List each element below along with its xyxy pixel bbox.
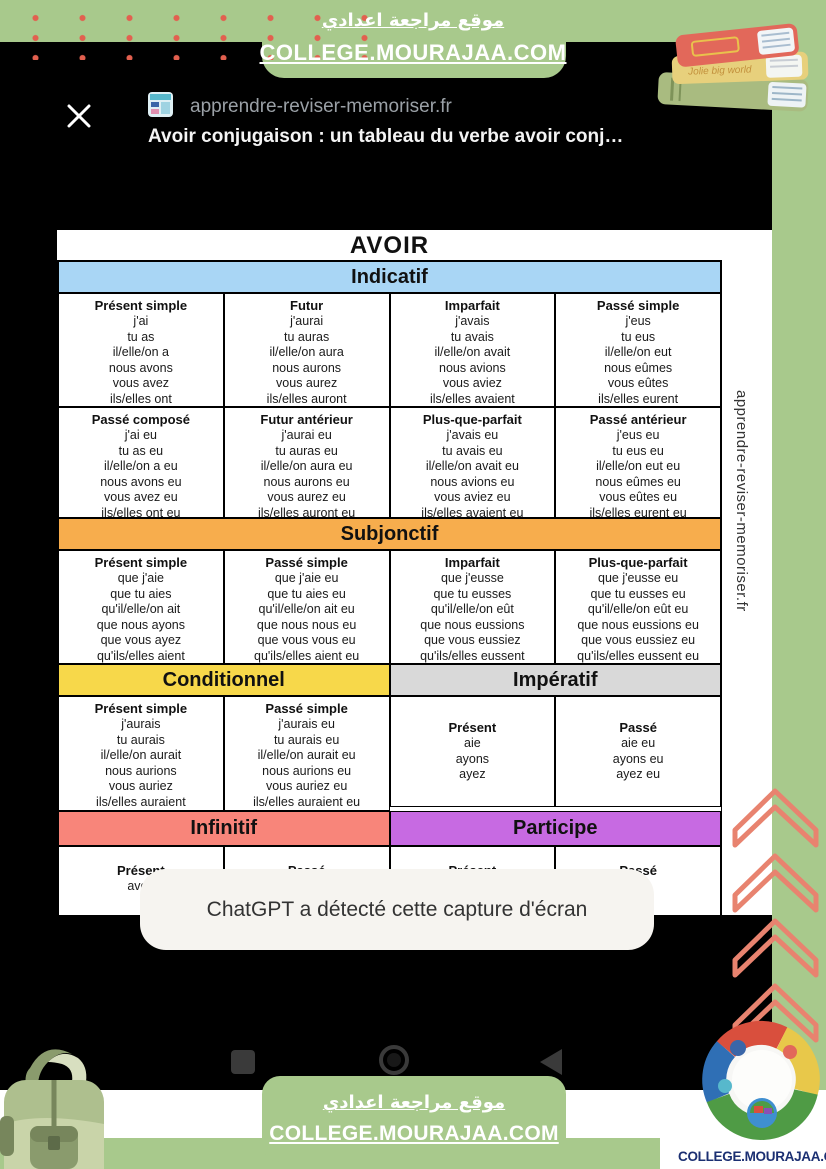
chevron-up-icons [732,788,819,1043]
footer-tab: موقع مراجعة اعدادي COLLEGE.MOURAJAA.COM [262,1076,566,1162]
section-header-participe: Participe [389,811,721,846]
conjugation-cell: Futur antérieur j'aurai eu tu auras eu i… [223,407,390,518]
logo-text: COLLEGE.MOURAJAA.COM [678,1149,826,1164]
browser-page-title[interactable]: Avoir conjugaison : un tableau du verbe … [148,126,624,147]
table-row: Conditionnel Impératif [58,664,721,696]
conjugation-cell: Passé aie eu ayons eu ayez eu [555,696,721,807]
site-watermark-vertical: apprendre-reviser-memoriser.fr [733,390,750,612]
section-header-infinitif: Infinitif [58,811,390,846]
conjugation-cell: Passé antérieur j'eus eu tu eus eu il/el… [555,407,721,518]
table-row: Passé composé j'ai eu tu as eu il/elle/o… [58,407,721,518]
back-triangle-icon[interactable] [536,1045,570,1079]
table-row: Présent simple j'ai tu as il/elle/on a n… [58,293,721,407]
conjugation-cell: Passé simple j'eus tu eus il/elle/on eut… [555,293,721,407]
conjugation-cell: Imparfait j'avais tu avais il/elle/on av… [389,293,556,407]
conjugation-cell: Présent simple j'ai tu as il/elle/on a n… [58,293,224,407]
section-header-subjonctif: Subjonctif [58,518,721,550]
table-row: Infinitif Participe [58,811,721,846]
conjugation-cell: Plus-que-parfait j'avais eu tu avais eu … [389,407,556,518]
conjugation-cell: Imparfait que j'eusse que tu eusses qu'i… [389,550,556,664]
svg-text:Jolie big world: Jolie big world [687,64,752,77]
top-banner-arabic-title: موقع مراجعة اعدادي [321,10,505,31]
browser-site-domain: apprendre-reviser-memoriser.fr [190,96,452,117]
section-header-indicatif: Indicatif [58,261,721,293]
close-icon[interactable] [64,101,94,131]
conjugation-cell: Présent simple que j'aie que tu aies qu'… [58,550,224,664]
conjugation-cell: Passé simple j'aurais eu tu aurais eu il… [223,696,390,811]
webpage-content: AVOIR Indicatif Présent simple j'ai tu a… [57,230,772,915]
footer-site-url[interactable]: COLLEGE.MOURAJAA.COM [269,1122,559,1145]
footer-arabic-title: موقع مراجعة اعدادي [322,1092,506,1113]
verb-title: AVOIR [349,232,430,259]
conjugation-cell: Futur j'aurai tu auras il/elle/on aura n… [223,293,390,407]
recents-square-icon[interactable] [226,1045,260,1079]
table-row: Présent simple que j'aie que tu aies qu'… [58,550,721,664]
chatgpt-toast[interactable]: ChatGPT a détecté cette capture d'écran [140,869,654,950]
books-stack-icon: Jolie big world [657,23,809,112]
conjugation-cell: Plus-que-parfait que j'eusse eu que tu e… [555,550,721,664]
section-header-conditionnel: Conditionnel [58,664,390,696]
table-row: Présent simple j'aurais tu aurais il/ell… [58,696,721,811]
backpack-icon [0,1049,104,1169]
conjugation-cell: Présent simple j'aurais tu aurais il/ell… [58,696,224,811]
conjugation-cell: Passé composé j'ai eu tu as eu il/elle/o… [58,407,224,518]
conjugation-cell: Présent aie ayons ayez [389,696,556,807]
top-banner-site-url: COLLEGE.MOURAJAA.COM [259,40,567,65]
home-circle-icon[interactable] [377,1043,411,1077]
section-header-imperatif: Impératif [389,664,721,696]
conjugation-table: Indicatif Présent simple j'ai tu as il/e… [57,260,722,915]
dots-pattern-decoration [4,2,382,60]
site-favicon [148,92,173,117]
college-mourajaa-logo[interactable]: COLLEGE.MOURAJAA.COM [678,1018,826,1169]
conjugation-cell: Passé simple que j'aie eu que tu aies eu… [223,550,390,664]
chatgpt-toast-text: ChatGPT a détecté cette capture d'écran [206,897,588,921]
